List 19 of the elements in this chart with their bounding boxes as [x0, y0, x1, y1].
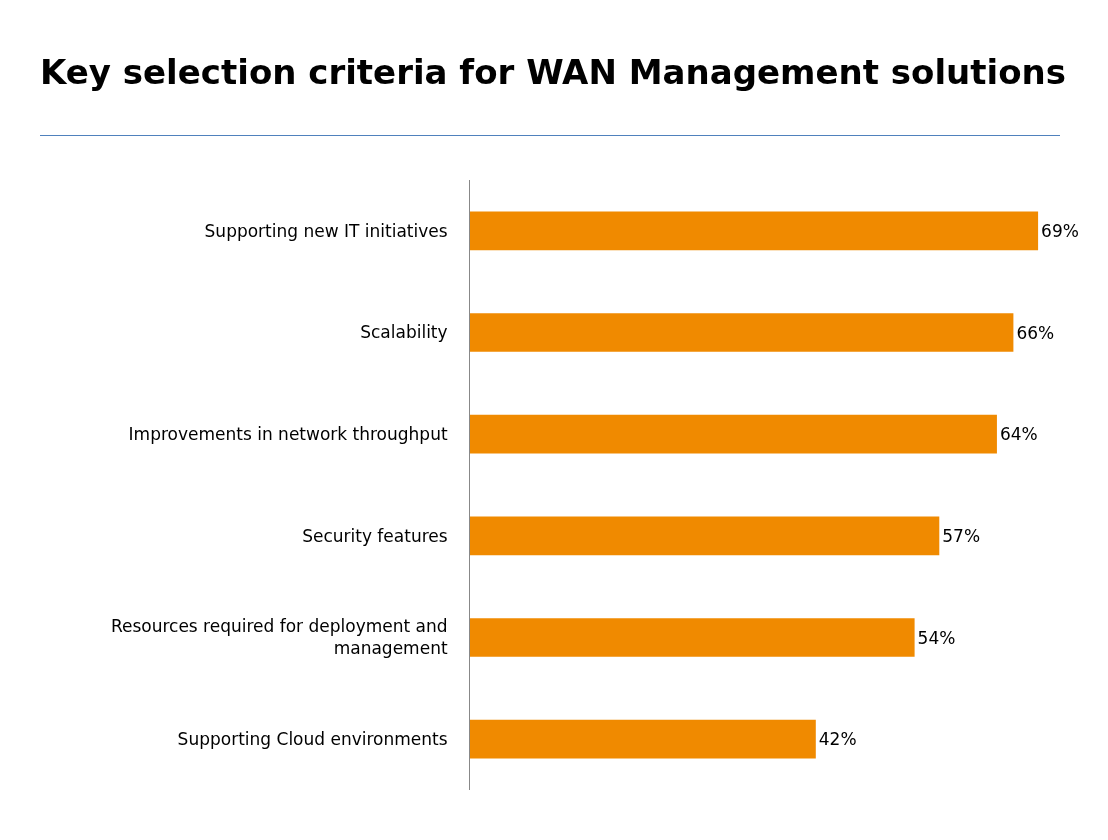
y-tick-label: Supporting new IT initiatives	[204, 220, 448, 241]
bar	[470, 618, 915, 657]
bar	[470, 414, 997, 454]
data-label: 64%	[999, 424, 1038, 445]
bar	[470, 516, 940, 556]
y-tick-label: Security features	[302, 525, 448, 546]
data-label: 42%	[818, 729, 857, 750]
data-label: 54%	[917, 627, 956, 648]
bar	[470, 719, 816, 759]
data-label: 69%	[1041, 220, 1079, 241]
bar	[470, 313, 1014, 352]
chart-title: Key selection criteria for WAN Management solutions	[40, 52, 1066, 92]
bar	[470, 211, 1039, 251]
y-tick-label: Supporting Cloud environments	[177, 729, 448, 750]
y-tick-label: Resources required for deployment and management	[110, 616, 448, 659]
data-label: 66%	[1016, 322, 1055, 343]
data-label: 57%	[942, 525, 981, 546]
y-tick-label: Improvements in network throughput	[128, 424, 448, 445]
y-tick-label: Scalability	[360, 322, 448, 343]
